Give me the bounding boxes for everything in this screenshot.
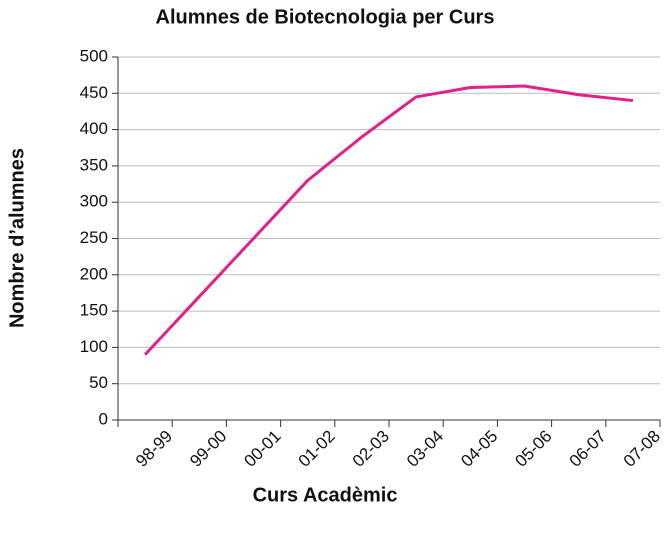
x-tick-label: 04-05 [457,427,501,471]
y-axis-label: Nombre d’alumnes [6,148,28,328]
x-tick-label: 98-99 [132,427,176,471]
y-tick-label: 100 [80,337,108,356]
x-tick-label: 00-01 [240,427,284,471]
y-tick-label: 150 [80,301,108,320]
y-tick-label: 500 [80,46,108,65]
x-tick-label: 05-06 [511,427,555,471]
x-tick-label: 06-07 [566,427,610,471]
chart-title: Alumnes de Biotecnologia per Curs [156,6,495,28]
y-tick-label: 300 [80,192,108,211]
x-tick-label: 99-00 [186,427,230,471]
y-tick-label: 450 [80,83,108,102]
y-tick-label: 350 [80,155,108,174]
y-tick-label: 250 [80,228,108,247]
line-series [144,84,634,356]
y-tick-label: 200 [80,264,108,283]
x-axis-label: Curs Acadèmic [253,484,398,506]
y-tick-label: 400 [80,119,108,138]
x-tick-label: 01-02 [295,427,339,471]
y-tick-label: 0 [99,409,108,428]
y-tick-label: 50 [89,373,108,392]
x-tick-label: 02-03 [349,427,393,471]
x-tick-label: 07-08 [620,427,664,471]
x-tick-label: 03-04 [403,427,447,471]
